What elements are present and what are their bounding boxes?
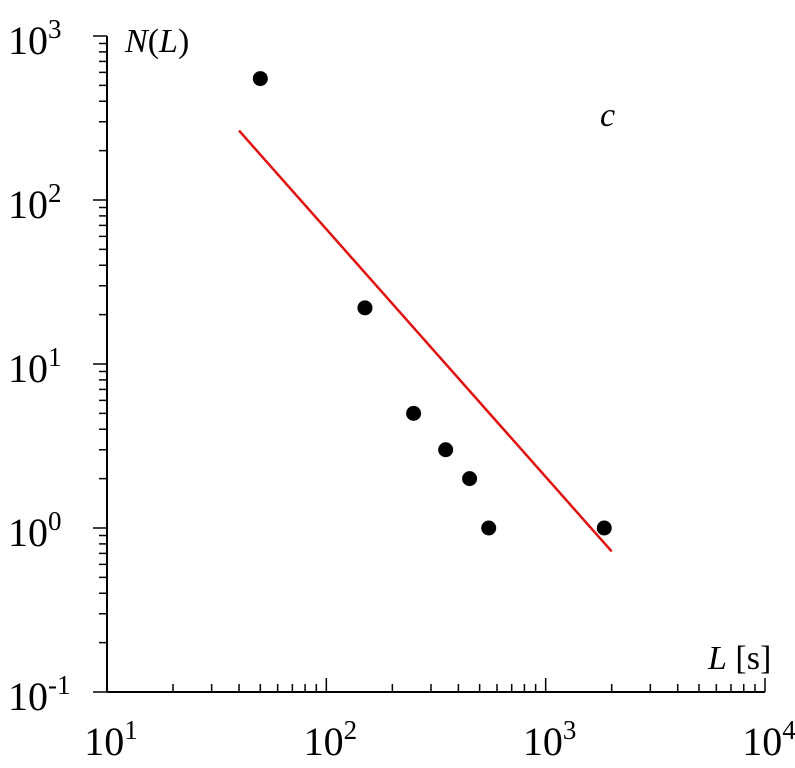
data-point [406,405,422,421]
x-tick-label: 101 [84,715,138,764]
y-tick-label: 101 [8,342,62,391]
tick-labels: 101 102 103 104 10-1 100 101 102 103 [8,14,795,764]
axes [106,36,765,693]
y-tick-label: 10-1 [8,670,71,719]
x-tick-label: 103 [523,715,577,764]
fit-line-group [238,129,613,553]
data-point [462,471,478,487]
x-tick-label: 104 [742,715,795,764]
ticks [93,35,766,693]
data-point [596,520,612,536]
x-tick-label: 102 [304,715,358,764]
fit-line [238,129,613,553]
y-tick-label: 103 [8,14,62,63]
data-point [481,520,497,536]
data-point [252,71,268,87]
panel-label: c [600,97,615,134]
data-point [357,300,373,316]
data-points [252,71,612,536]
y-axis-label: N(L) [124,23,189,60]
data-point [438,442,454,458]
y-tick-label: 102 [8,178,62,227]
x-axis-label: L [s] [707,640,771,677]
y-tick-label: 100 [8,506,62,555]
